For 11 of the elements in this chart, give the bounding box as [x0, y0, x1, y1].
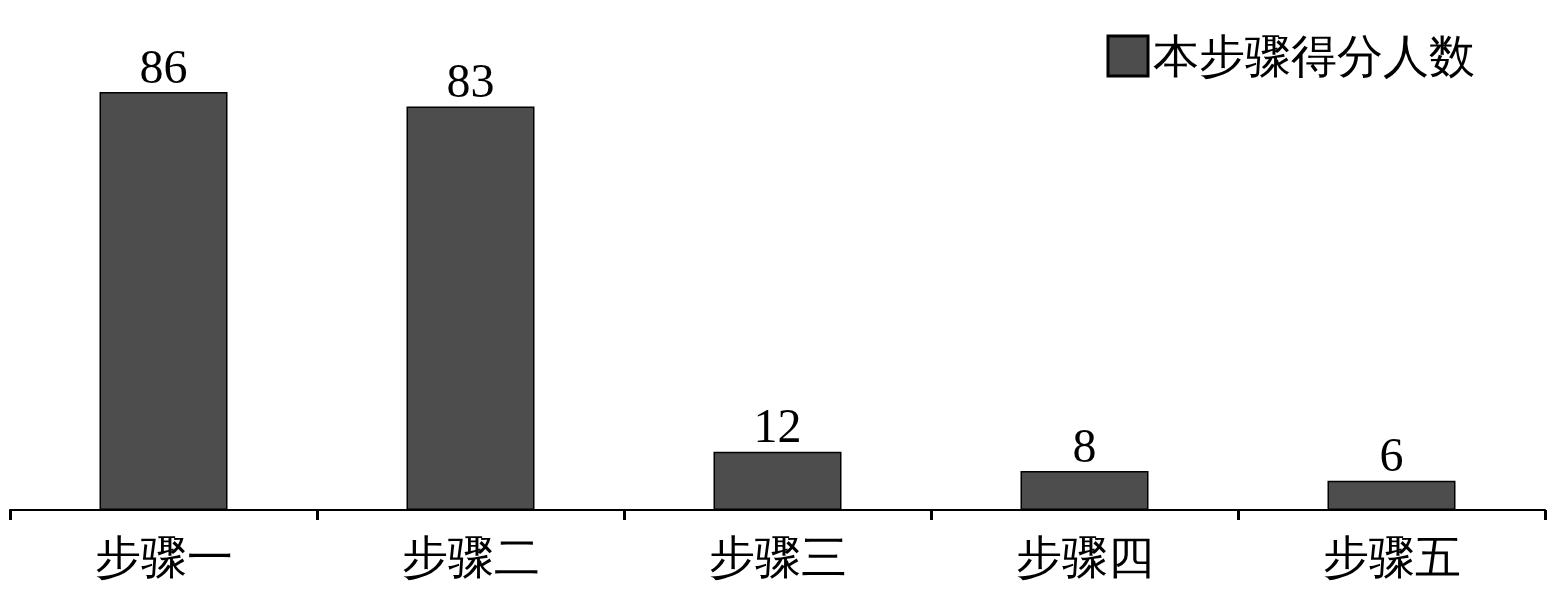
x-tick-label: 步骤五	[1322, 531, 1461, 583]
x-tick-label: 步骤三	[708, 531, 847, 583]
data-label: 83	[446, 54, 495, 108]
x-tick-label: 步骤四	[1015, 531, 1154, 583]
data-label: 86	[139, 39, 188, 93]
data-label: 6	[1379, 428, 1404, 482]
x-tick-label: 步骤二	[401, 531, 540, 583]
x-tick-label: 步骤一	[94, 531, 233, 583]
legend-label: 本步骤得分人数	[1153, 30, 1475, 82]
data-label: 8	[1072, 418, 1097, 472]
data-label: 12	[753, 399, 802, 453]
